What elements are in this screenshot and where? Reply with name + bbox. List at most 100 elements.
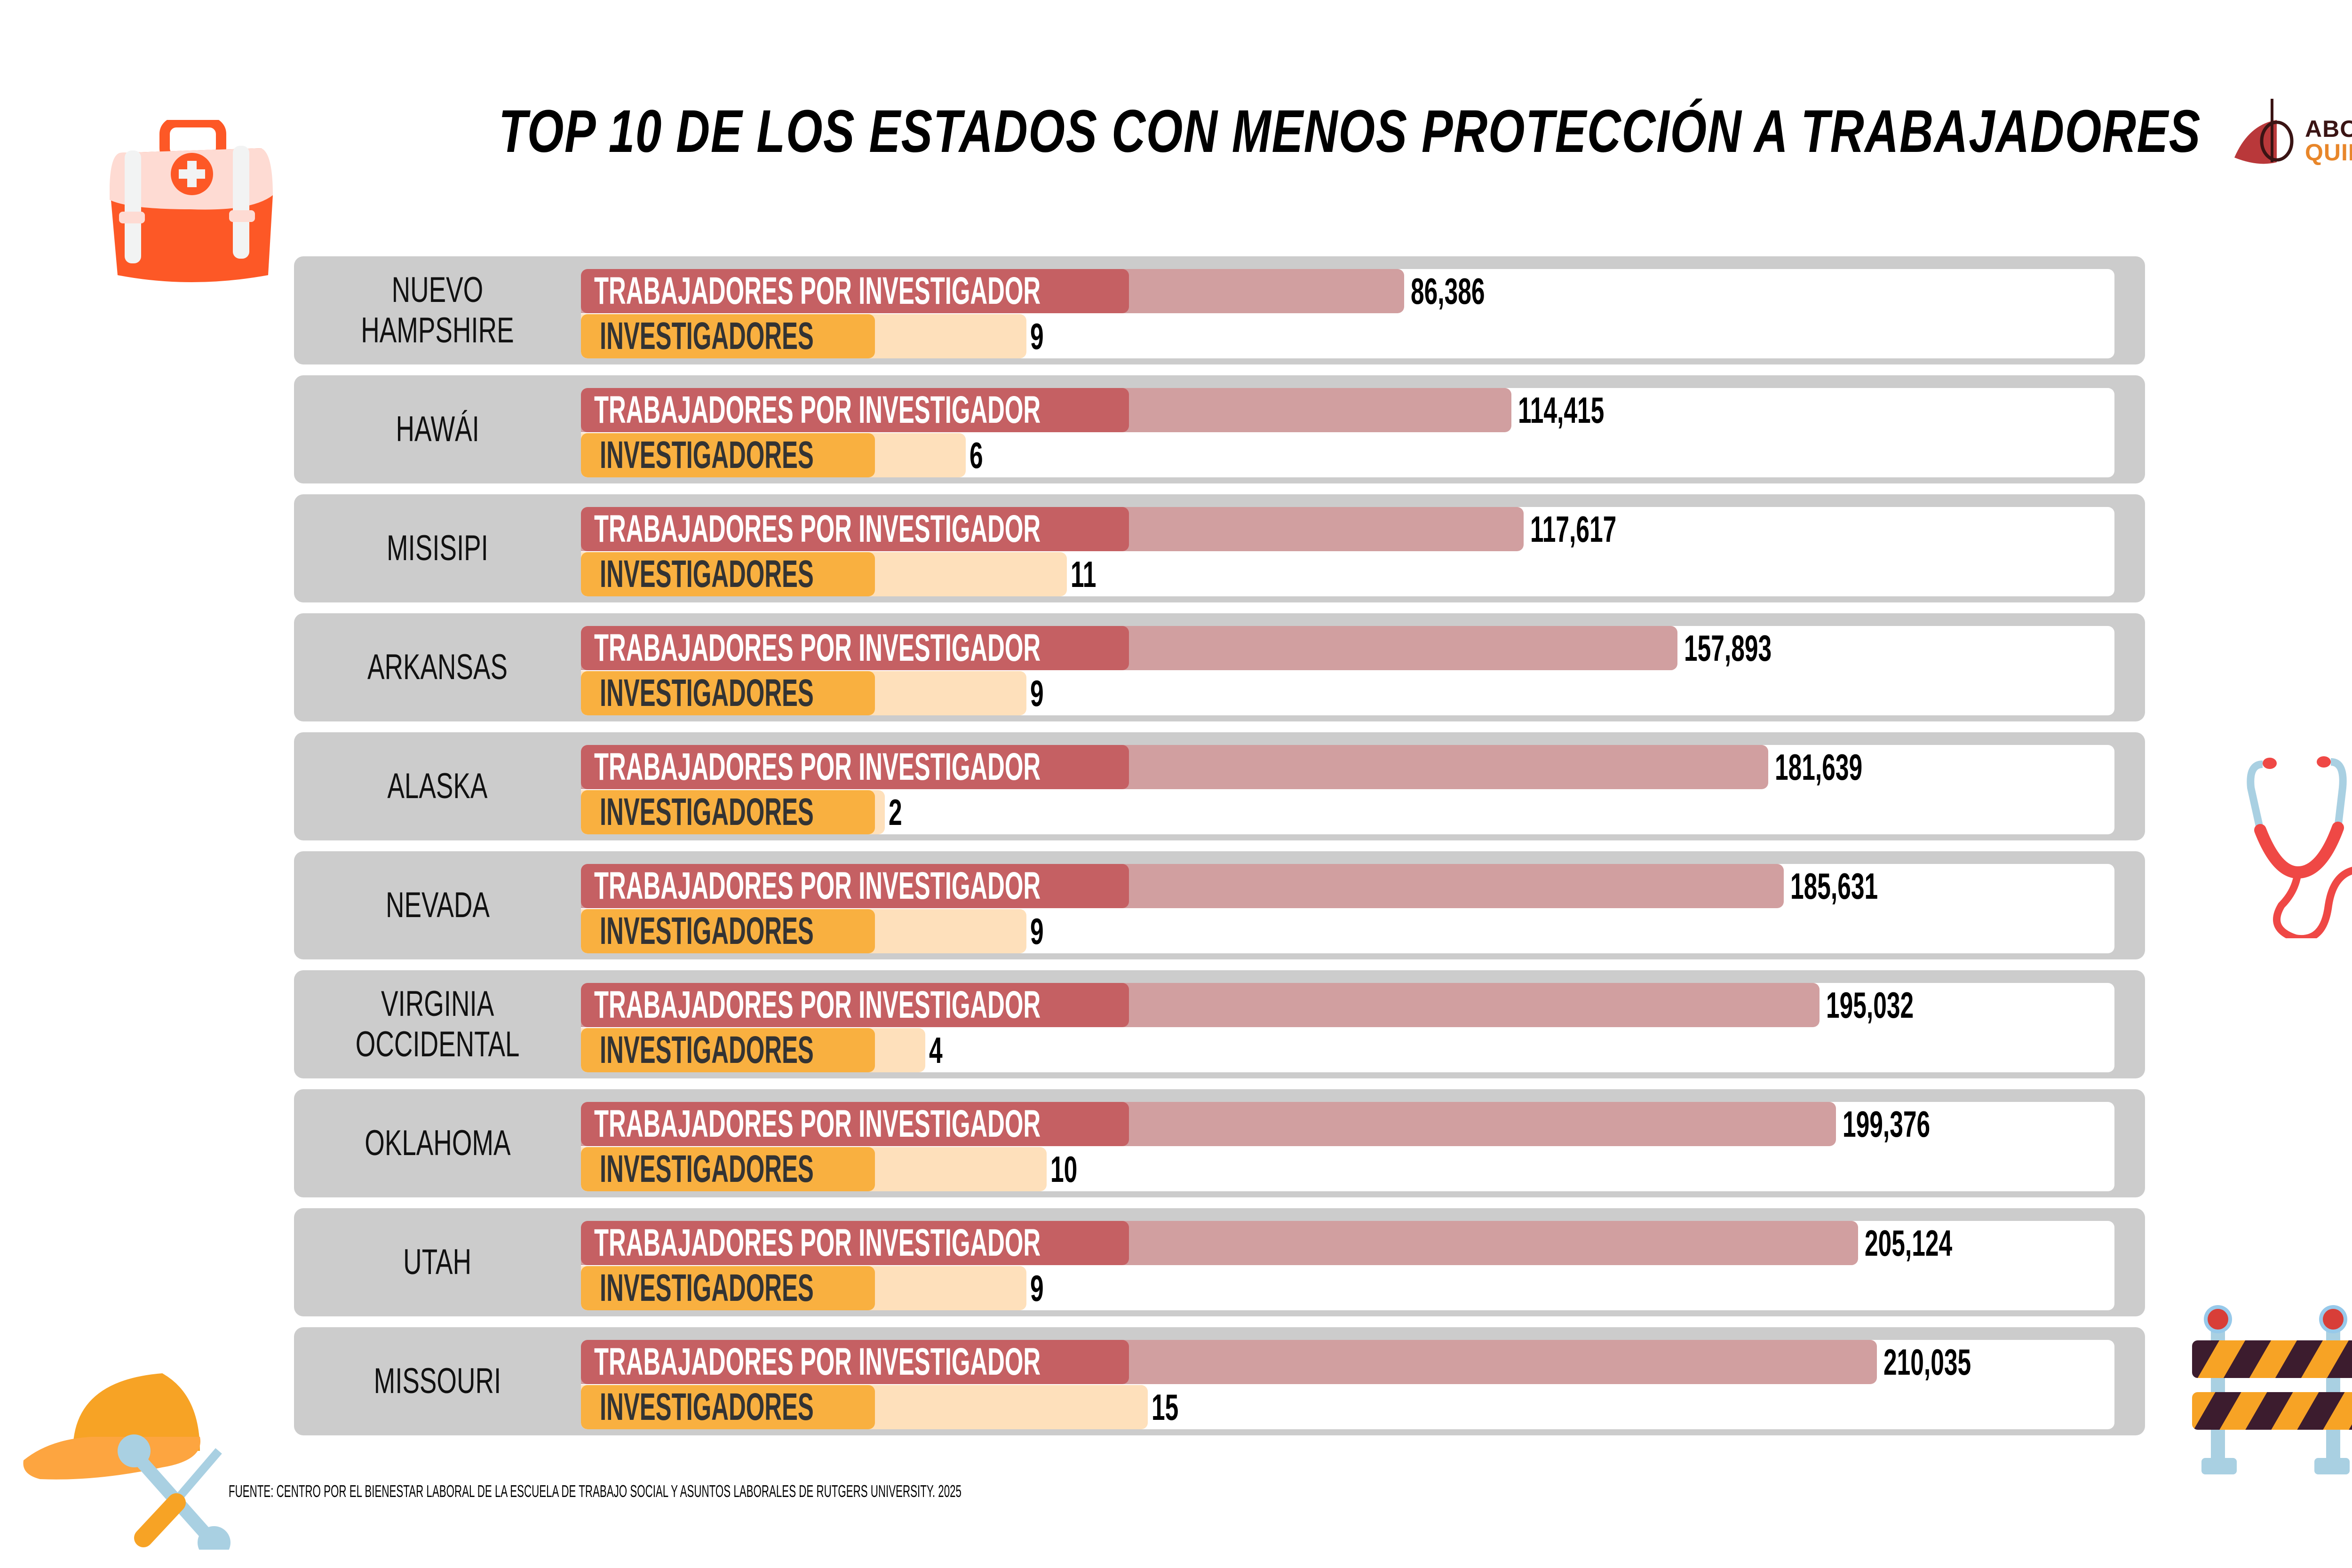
state-label: UTAH [403, 1242, 472, 1282]
workers-per-investigator-label-bar: TRABAJADORES POR INVESTIGADOR [581, 983, 1129, 1027]
state-label: ALASKA [387, 766, 488, 806]
state-row: MISSOURI TRABAJADORES POR INVESTIGADOR 210… [294, 1327, 2145, 1435]
investigators-value-label: 9 [1030, 1267, 1044, 1309]
state-row: MISISIPI TRABAJADORES POR INVESTIGADOR 117… [294, 494, 2145, 602]
state-row: UTAH TRABAJADORES POR INVESTIGADOR 205,124… [294, 1208, 2145, 1316]
state-label: OKLAHOMA [364, 1123, 511, 1163]
series-label: TRABAJADORES POR INVESTIGADOR [594, 983, 1041, 1026]
state-label: ARKANSAS [367, 647, 508, 687]
workers-value-label: 157,893 [1684, 627, 1772, 669]
stethoscope-icon [2247, 756, 2352, 938]
workers-value-label: 205,124 [1865, 1222, 1953, 1264]
state-name: NEVADA [294, 851, 581, 959]
logo-line-2: QUIROGA [2305, 139, 2352, 166]
state-row: NUEVO HAMPSHIRE TRABAJADORES POR INVESTIG… [294, 256, 2145, 364]
state-row: VIRGINIA OCCIDENTAL TRABAJADORES POR INVE… [294, 970, 2145, 1078]
bar-track: TRABAJADORES POR INVESTIGADOR 195,032 INVE… [581, 983, 2114, 1072]
series-label: INVESTIGADORES [600, 1029, 814, 1071]
investigators-value-label: 15 [1152, 1386, 1179, 1428]
hard-hat-tools-icon [23, 1373, 230, 1550]
source-note: FUENTE: CENTRO POR EL BIENESTAR LABORAL … [229, 1481, 961, 1501]
investigators-label-bar: INVESTIGADORES [581, 790, 875, 834]
state-name: VIRGINIA OCCIDENTAL [294, 970, 581, 1078]
bar-track: TRABAJADORES POR INVESTIGADOR 210,035 INVE… [581, 1340, 2114, 1429]
series-label: TRABAJADORES POR INVESTIGADOR [594, 626, 1041, 669]
workers-per-investigator-label-bar: TRABAJADORES POR INVESTIGADOR [581, 1340, 1129, 1384]
investigators-value-label: 9 [1030, 673, 1044, 714]
investigators-value-label: 9 [1030, 911, 1044, 952]
abogado-quiroga-logo: ABOGADO QUIROGA ® [2225, 92, 2352, 172]
state-name: MISSOURI [294, 1327, 581, 1435]
bar-track: TRABAJADORES POR INVESTIGADOR 199,376 INVE… [581, 1102, 2114, 1191]
bar-track: TRABAJADORES POR INVESTIGADOR 86,386 INVES… [581, 269, 2114, 358]
investigators-value-label: 9 [1030, 316, 1044, 357]
bar-track: TRABAJADORES POR INVESTIGADOR 181,639 INVE… [581, 745, 2114, 834]
workers-value-label: 195,032 [1826, 984, 1914, 1026]
page-title: TOP 10 DE LOS ESTADOS CON MENOS PROTECCI… [499, 98, 2201, 165]
state-label: MISSOURI [373, 1361, 501, 1401]
series-label: TRABAJADORES POR INVESTIGADOR [594, 1102, 1041, 1145]
state-label: HAWÁI [396, 409, 479, 449]
series-label: TRABAJADORES POR INVESTIGADOR [594, 1340, 1041, 1383]
workers-value-label: 181,639 [1775, 746, 1863, 788]
state-name: MISISIPI [294, 494, 581, 602]
investigators-label-bar: INVESTIGADORES [581, 433, 875, 477]
series-label: INVESTIGADORES [600, 1267, 814, 1309]
series-label: INVESTIGADORES [600, 1148, 814, 1190]
state-label: MISISIPI [387, 528, 488, 568]
series-label: INVESTIGADORES [600, 910, 814, 952]
workers-value-label: 185,631 [1790, 865, 1878, 907]
workers-per-investigator-label-bar: TRABAJADORES POR INVESTIGADOR [581, 388, 1129, 432]
state-name: UTAH [294, 1208, 581, 1316]
state-row: NEVADA TRABAJADORES POR INVESTIGADOR 185,6… [294, 851, 2145, 959]
investigators-label-bar: INVESTIGADORES [581, 1385, 875, 1429]
workers-value-label: 199,376 [1843, 1103, 1931, 1145]
workers-value-label: 210,035 [1883, 1341, 1971, 1383]
workers-per-investigator-label-bar: TRABAJADORES POR INVESTIGADOR [581, 269, 1129, 313]
series-label: INVESTIGADORES [600, 434, 814, 476]
state-label: NEVADA [385, 885, 490, 925]
investigators-label-bar: INVESTIGADORES [581, 1147, 875, 1191]
state-row: OKLAHOMA TRABAJADORES POR INVESTIGADOR 199… [294, 1089, 2145, 1197]
state-row: ARKANSAS TRABAJADORES POR INVESTIGADOR 157… [294, 613, 2145, 721]
workers-value-label: 114,415 [1518, 389, 1605, 431]
state-row: HAWÁI TRABAJADORES POR INVESTIGADOR 114,41… [294, 375, 2145, 483]
workers-value-label: 117,617 [1530, 508, 1617, 550]
bar-track: TRABAJADORES POR INVESTIGADOR 157,893 INVE… [581, 626, 2114, 715]
state-row: ALASKA TRABAJADORES POR INVESTIGADOR 181,6… [294, 732, 2145, 840]
series-label: TRABAJADORES POR INVESTIGADOR [594, 864, 1041, 907]
investigators-value-label: 4 [929, 1029, 943, 1071]
bar-track: TRABAJADORES POR INVESTIGADOR 117,617 INVE… [581, 507, 2114, 596]
series-label: INVESTIGADORES [600, 315, 814, 357]
state-name: OKLAHOMA [294, 1089, 581, 1197]
investigators-label-bar: INVESTIGADORES [581, 552, 875, 596]
investigators-label-bar: INVESTIGADORES [581, 1266, 875, 1310]
series-label: INVESTIGADORES [600, 1386, 814, 1428]
state-label: VIRGINIA OCCIDENTAL [355, 984, 520, 1064]
investigators-label-bar: INVESTIGADORES [581, 314, 875, 358]
series-label: TRABAJADORES POR INVESTIGADOR [594, 745, 1041, 788]
logo-emblem-icon [2234, 99, 2294, 164]
bar-track: TRABAJADORES POR INVESTIGADOR 185,631 INVE… [581, 864, 2114, 953]
workers-per-investigator-label-bar: TRABAJADORES POR INVESTIGADOR [581, 1221, 1129, 1265]
investigators-value-label: 6 [969, 435, 983, 476]
workers-per-investigator-label-bar: TRABAJADORES POR INVESTIGADOR [581, 626, 1129, 670]
workers-per-investigator-label-bar: TRABAJADORES POR INVESTIGADOR [581, 1102, 1129, 1146]
state-name: ARKANSAS [294, 613, 581, 721]
bar-track: TRABAJADORES POR INVESTIGADOR 205,124 INVE… [581, 1221, 2114, 1310]
investigators-label-bar: INVESTIGADORES [581, 671, 875, 715]
road-barrier-icon [2192, 1305, 2352, 1474]
investigators-value-label: 11 [1071, 554, 1097, 595]
investigators-value-label: 2 [889, 792, 902, 833]
series-label: TRABAJADORES POR INVESTIGADOR [594, 388, 1041, 431]
state-name: NUEVO HAMPSHIRE [294, 256, 581, 364]
logo-line-1: ABOGADO [2305, 116, 2352, 142]
workers-per-investigator-label-bar: TRABAJADORES POR INVESTIGADOR [581, 745, 1129, 789]
investigators-label-bar: INVESTIGADORES [581, 909, 875, 953]
series-label: TRABAJADORES POR INVESTIGADOR [594, 1221, 1041, 1264]
series-label: INVESTIGADORES [600, 553, 814, 595]
workers-per-investigator-label-bar: TRABAJADORES POR INVESTIGADOR [581, 864, 1129, 908]
series-label: TRABAJADORES POR INVESTIGADOR [594, 507, 1041, 550]
workers-value-label: 86,386 [1411, 270, 1485, 312]
investigators-label-bar: INVESTIGADORES [581, 1028, 875, 1072]
